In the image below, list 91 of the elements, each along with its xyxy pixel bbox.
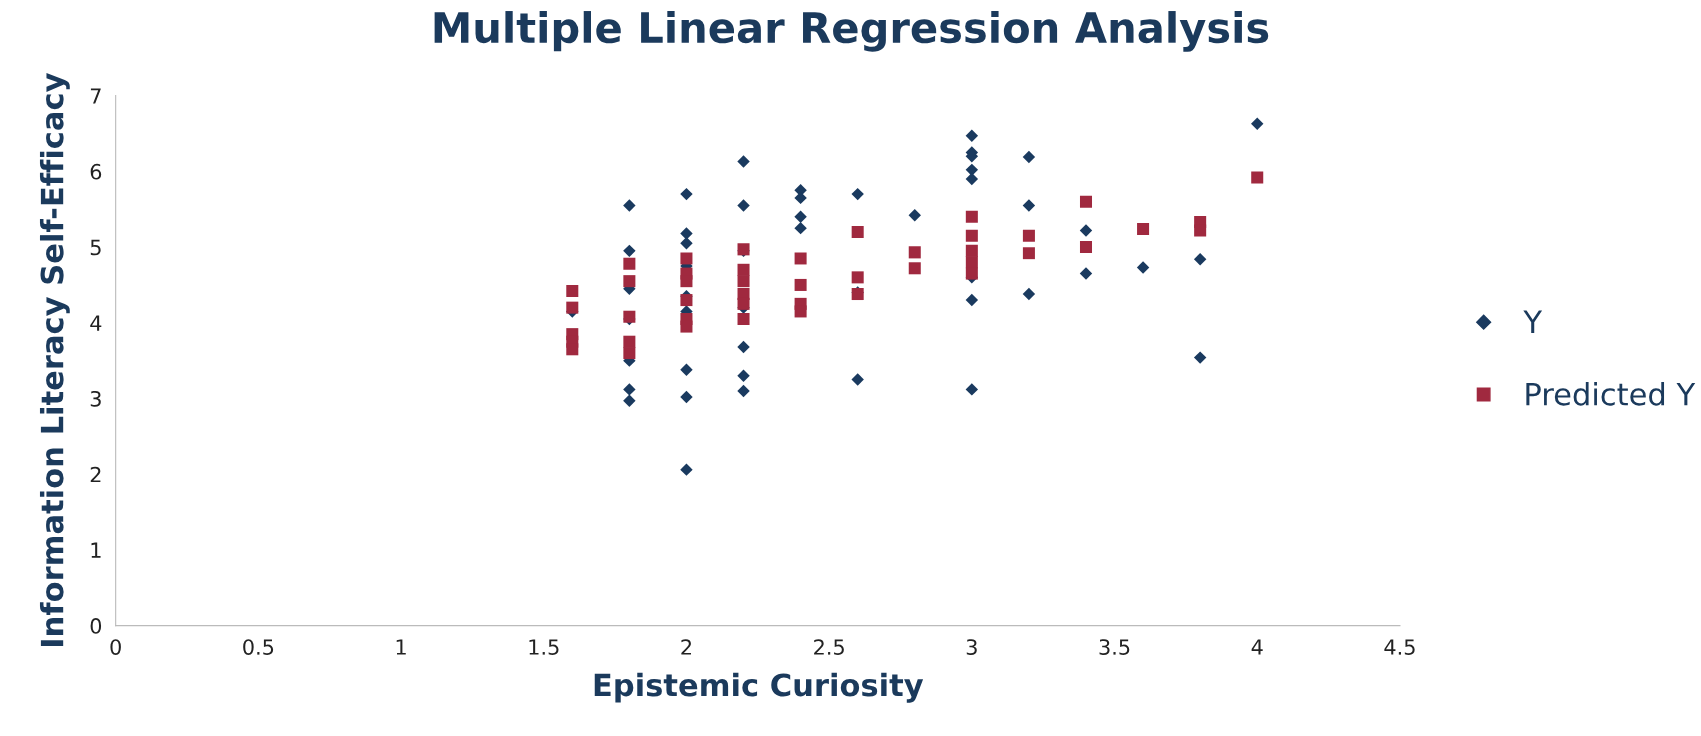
point <box>965 244 978 257</box>
point <box>1022 247 1035 260</box>
point <box>851 187 864 201</box>
x-axis-title: Epistemic Curiosity <box>594 672 924 703</box>
point <box>680 252 693 265</box>
point <box>566 343 579 356</box>
x-tick-label: 0 <box>110 639 121 655</box>
y-tick-label: 6 <box>90 163 102 180</box>
x-tick-label: 0.5 <box>243 639 274 655</box>
x-tick-label: 3.5 <box>1099 639 1130 655</box>
chart-title: Multiple Linear Regression Analysis <box>434 11 1269 52</box>
point <box>1194 224 1207 237</box>
y-tick-label: 7 <box>90 88 101 104</box>
point <box>623 257 636 270</box>
point <box>566 284 579 298</box>
point <box>1079 241 1093 254</box>
point <box>566 301 579 314</box>
point <box>680 320 693 333</box>
point <box>1079 224 1093 237</box>
point <box>965 267 978 280</box>
point <box>680 237 693 250</box>
point <box>737 312 750 326</box>
point <box>851 373 864 386</box>
point <box>623 383 636 396</box>
y-axis-title: Information Literacy Self-Efficacy <box>39 73 70 647</box>
point <box>965 256 978 269</box>
point <box>680 463 693 476</box>
point <box>1137 222 1150 235</box>
point <box>965 172 979 186</box>
point <box>1251 171 1264 184</box>
point <box>680 275 693 288</box>
point <box>1022 287 1036 301</box>
point <box>965 129 979 143</box>
point <box>623 199 636 212</box>
y-tick-label: 4 <box>90 315 102 331</box>
point <box>1022 199 1036 212</box>
point <box>965 210 978 223</box>
point <box>965 229 978 242</box>
point <box>1079 195 1093 208</box>
point <box>794 278 807 291</box>
point <box>737 340 750 354</box>
point <box>680 294 693 307</box>
y-tick-label: 1 <box>91 542 101 558</box>
point <box>1079 267 1093 280</box>
y-tick-label: 5 <box>90 239 101 256</box>
point <box>1022 229 1035 242</box>
point <box>623 275 636 288</box>
y-tick-label: 2 <box>90 466 101 483</box>
point <box>737 275 750 288</box>
point <box>680 390 693 404</box>
point <box>908 262 921 275</box>
point <box>1022 150 1036 164</box>
point <box>908 209 921 222</box>
point <box>794 252 807 265</box>
x-tick-label: 1.5 <box>529 639 559 655</box>
point <box>623 244 636 258</box>
point <box>623 347 636 360</box>
x-tick-label: 2.5 <box>814 639 844 655</box>
point <box>737 263 750 276</box>
point <box>908 246 921 259</box>
point <box>737 297 750 310</box>
x-tick-label: 4.5 <box>1384 639 1415 655</box>
point <box>1193 252 1207 266</box>
legend-label: Y <box>1523 310 1543 333</box>
point <box>1193 351 1207 364</box>
point <box>1136 261 1150 274</box>
x-tick-label: 1 <box>396 639 406 655</box>
point <box>680 363 693 376</box>
legend-label: Predicted Y <box>1526 382 1696 406</box>
point <box>680 227 693 240</box>
x-tick-label: 2 <box>681 639 691 655</box>
point <box>851 225 864 238</box>
point <box>794 305 807 318</box>
point <box>794 210 807 224</box>
y-tick-label: 3 <box>90 390 101 407</box>
point <box>737 155 750 168</box>
point <box>851 271 864 284</box>
point <box>737 384 750 398</box>
point <box>1251 117 1264 130</box>
point <box>737 199 750 212</box>
point <box>623 335 636 348</box>
x-tick-label: 3 <box>966 639 977 655</box>
point <box>965 383 979 396</box>
x-tick-label: 4 <box>1251 639 1263 655</box>
point <box>965 293 979 307</box>
y-tick-label: 0 <box>90 618 102 634</box>
point <box>623 394 636 407</box>
point <box>680 187 693 201</box>
point <box>737 369 750 382</box>
point <box>794 221 807 235</box>
point <box>965 163 979 177</box>
